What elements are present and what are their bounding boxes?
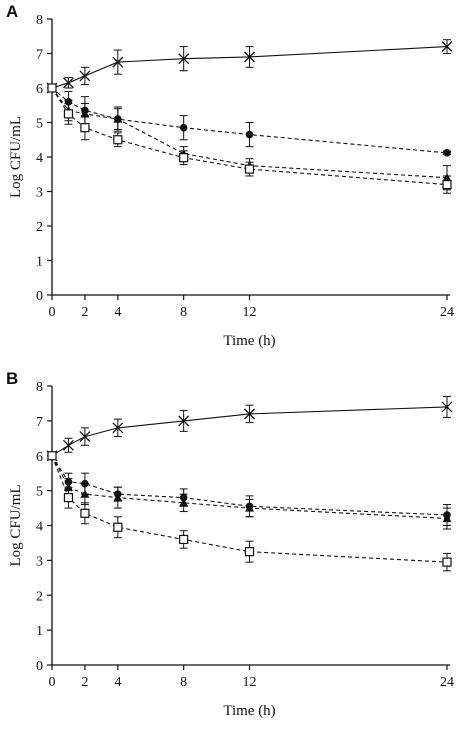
- data-point-circle: [443, 149, 451, 157]
- data-point-square: [113, 522, 123, 532]
- y-tick-label: 4: [36, 520, 43, 535]
- data-point-square: [179, 153, 189, 163]
- data-point-cross: [244, 51, 255, 63]
- data-point-square: [442, 557, 452, 567]
- x-tick-label: 24: [440, 675, 454, 690]
- series-cross: [46, 395, 453, 462]
- series-filled-triangle: [47, 451, 452, 530]
- data-point-cross: [441, 401, 453, 413]
- panel-b-label: B: [6, 369, 18, 388]
- data-point-square: [244, 547, 255, 557]
- y-axis-label: Log CFU/mL: [8, 116, 24, 198]
- y-tick-label: 6: [36, 82, 43, 97]
- data-point-circle: [245, 130, 254, 139]
- y-tick-label: 7: [36, 48, 43, 63]
- y-axis-label: Log CFU/mL: [8, 484, 24, 566]
- cross-stroke: [79, 431, 91, 443]
- data-point-square: [63, 493, 74, 503]
- x-tick-label: 2: [81, 675, 88, 690]
- x-tick-label: 2: [81, 305, 88, 320]
- y-tick-label: 1: [36, 624, 43, 639]
- y-tick-label: 0: [36, 659, 43, 674]
- cross-stroke: [112, 56, 124, 68]
- cross-stroke: [62, 77, 74, 89]
- data-point-triangle: [245, 503, 254, 512]
- data-point-square: [80, 123, 90, 133]
- y-tick-label: 5: [36, 117, 43, 132]
- data-point-square: [80, 508, 90, 518]
- data-point-cross: [79, 431, 91, 443]
- data-point-cross: [112, 422, 124, 434]
- series-open-square: [47, 83, 452, 194]
- cross-stroke: [244, 51, 255, 63]
- y-tick-label: 8: [36, 380, 43, 395]
- y-tick-label: 2: [36, 220, 43, 235]
- data-point-triangle: [442, 514, 452, 523]
- y-tick-label: 8: [36, 13, 43, 28]
- series-open-square: [47, 451, 452, 572]
- x-tick-label: 24: [440, 305, 454, 320]
- series-filled-circle: [48, 84, 451, 157]
- data-point-square: [442, 180, 452, 190]
- data-point-triangle: [113, 114, 123, 123]
- data-point-square: [63, 109, 74, 119]
- cross-stroke: [178, 415, 190, 427]
- data-point-cross: [178, 415, 190, 427]
- cross-stroke: [244, 408, 255, 420]
- panel-a-label: A: [6, 2, 18, 21]
- data-point-cross: [62, 439, 74, 451]
- x-tick-label: 8: [180, 305, 187, 320]
- x-tick-label: 4: [114, 305, 121, 320]
- cross-stroke: [79, 70, 91, 82]
- y-tick-label: 4: [36, 151, 43, 166]
- x-tick-label: 0: [49, 675, 56, 690]
- y-tick-label: 0: [36, 289, 43, 304]
- data-point-cross: [79, 70, 91, 82]
- x-axis-label: Time (h): [223, 333, 275, 349]
- cross-stroke: [441, 401, 453, 413]
- y-tick-label: 3: [36, 554, 43, 569]
- x-tick-label: 12: [243, 675, 257, 690]
- y-tick-label: 3: [36, 186, 43, 201]
- x-tick-label: 4: [114, 675, 121, 690]
- cross-stroke: [62, 439, 74, 451]
- y-tick-label: 2: [36, 589, 43, 604]
- x-tick-label: 8: [180, 675, 187, 690]
- y-tick-label: 5: [36, 485, 43, 500]
- data-point-square: [47, 83, 57, 93]
- series-cross: [46, 39, 453, 94]
- x-tick-label: 12: [243, 305, 257, 320]
- y-tick-label: 1: [36, 255, 43, 270]
- data-point-triangle: [179, 498, 189, 507]
- data-point-square: [244, 164, 255, 174]
- data-point-cross: [441, 41, 453, 53]
- cross-stroke: [178, 53, 190, 65]
- data-point-triangle: [80, 489, 90, 498]
- data-point-square: [179, 534, 189, 545]
- data-point-cross: [112, 56, 124, 68]
- data-point-square: [113, 135, 123, 145]
- cross-stroke: [112, 422, 124, 434]
- data-point-cross: [244, 408, 255, 420]
- data-point-triangle: [113, 493, 123, 502]
- cross-stroke: [441, 41, 453, 53]
- y-tick-label: 7: [36, 415, 43, 430]
- data-point-circle: [179, 123, 188, 132]
- data-point-cross: [178, 53, 190, 65]
- y-tick-label: 6: [36, 450, 43, 465]
- data-point-cross: [62, 77, 74, 89]
- x-axis-label: Time (h): [223, 703, 275, 719]
- data-point-square: [47, 451, 57, 461]
- x-tick-label: 0: [49, 305, 56, 320]
